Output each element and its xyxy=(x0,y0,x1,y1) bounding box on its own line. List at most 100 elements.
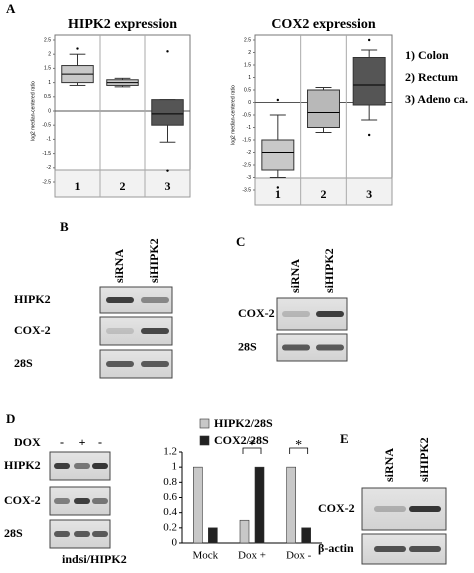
y-tick-label: 0.2 xyxy=(163,521,177,533)
legend-swatch xyxy=(199,435,210,446)
legend-entry: HIPK2/28S xyxy=(214,416,273,430)
band xyxy=(374,546,406,552)
y-tick-label: 1.2 xyxy=(163,446,177,458)
row-label: HIPK2 xyxy=(4,458,41,472)
band xyxy=(316,344,344,351)
y-tick-label: 0.6 xyxy=(163,491,177,503)
band xyxy=(409,546,441,552)
lane-label: siHIPK2 xyxy=(147,238,161,283)
band xyxy=(106,361,134,367)
box xyxy=(307,89,340,128)
row-label: HIPK2 xyxy=(14,292,51,306)
row-label: COX-2 xyxy=(318,501,355,515)
bar xyxy=(301,527,311,544)
y-tick-label: 0.4 xyxy=(163,506,177,518)
y-tick-label: -2.5 xyxy=(242,162,251,168)
x-tick-label: Mock xyxy=(192,550,218,562)
band xyxy=(409,506,441,512)
y-tick-label: 1.5 xyxy=(44,66,51,72)
legend-entry: 1) Colon xyxy=(405,48,449,62)
band xyxy=(106,297,134,303)
y-tick-label: -0.5 xyxy=(242,112,251,118)
y-tick-label: 2 xyxy=(248,50,251,56)
row-label: 28S xyxy=(4,526,23,540)
y-tick-label: 2.5 xyxy=(244,37,251,43)
y-tick-label: 0 xyxy=(48,108,51,114)
legend-swatch xyxy=(199,418,210,429)
legend-entry: 2) Rectum xyxy=(405,70,458,84)
annotation: * xyxy=(249,438,256,453)
y-tick-label: 1 xyxy=(248,75,251,81)
lane-label: siRNA xyxy=(112,249,126,283)
band xyxy=(141,328,169,334)
y-tick-label: -1 xyxy=(247,125,252,131)
band xyxy=(74,463,90,469)
band xyxy=(92,531,108,537)
row-label: COX-2 xyxy=(4,493,41,507)
y-axis-label: log2 median-centered ratio xyxy=(30,81,36,141)
category-band xyxy=(254,177,393,206)
y-tick-label: 0.5 xyxy=(244,87,251,93)
band xyxy=(54,498,70,504)
outlier xyxy=(367,38,371,42)
bar xyxy=(286,466,296,544)
band xyxy=(54,463,70,469)
band xyxy=(282,344,310,351)
x-tick-label: 2 xyxy=(321,187,327,201)
y-tick-label: -1.5 xyxy=(42,151,51,157)
x-tick-label: 3 xyxy=(366,187,372,201)
y-tick-label: 0 xyxy=(248,100,251,106)
bar xyxy=(193,466,203,544)
y-tick-label: -0.5 xyxy=(42,123,51,129)
y-tick-label: -3 xyxy=(247,175,252,181)
band xyxy=(74,498,90,504)
legend-entry: COX2/28S xyxy=(214,433,269,447)
bracket xyxy=(242,447,262,454)
y-tick-label: -2.5 xyxy=(42,179,51,185)
panel-label: E xyxy=(340,431,349,446)
band xyxy=(141,297,169,303)
row-label: COX-2 xyxy=(238,306,275,320)
band xyxy=(92,498,108,504)
outlier xyxy=(276,98,280,102)
box xyxy=(151,99,184,126)
x-tick-label: 1 xyxy=(275,187,281,201)
x-tick-label: Dox - xyxy=(286,550,312,562)
panel-label: B xyxy=(60,219,69,234)
x-tick-label: 3 xyxy=(165,179,171,193)
lane-label: - xyxy=(98,435,102,449)
band xyxy=(106,328,134,334)
chart-title: COX2 expression xyxy=(271,17,376,32)
chart-title: HIPK2 expression xyxy=(68,17,177,32)
y-tick-label: 2.5 xyxy=(44,37,51,43)
panel-label: A xyxy=(6,1,16,16)
outlier xyxy=(76,47,79,50)
y-tick-label: 1.5 xyxy=(244,62,251,68)
y-axis-label: log2 median-centered ratio xyxy=(230,85,236,145)
lane-label: siRNA xyxy=(288,259,302,293)
box xyxy=(352,57,386,106)
outlier xyxy=(367,133,371,137)
lane-label: siHIPK2 xyxy=(322,248,336,293)
bracket xyxy=(289,447,309,454)
lane-label: + xyxy=(79,435,86,449)
row-label: COX-2 xyxy=(14,323,51,337)
x-tick-label: 2 xyxy=(120,179,126,193)
y-tick-label: 2 xyxy=(48,52,51,58)
bar xyxy=(239,519,250,544)
y-tick-label: -1.5 xyxy=(242,137,251,143)
row-label: β-actin xyxy=(318,541,354,555)
row-label: 28S xyxy=(14,356,33,370)
treatment-label: DOX xyxy=(14,435,41,449)
lane-label: - xyxy=(60,435,64,449)
y-tick-label: 1 xyxy=(172,461,178,473)
outlier xyxy=(276,186,280,189)
panel-label: D xyxy=(6,411,15,426)
x-tick-label: 1 xyxy=(75,179,81,193)
y-tick-label: 1 xyxy=(48,80,51,86)
band xyxy=(374,506,406,512)
y-tick-label: 0.5 xyxy=(44,94,51,100)
y-tick-label: -2 xyxy=(247,150,252,156)
y-tick-label: 0.8 xyxy=(163,476,177,488)
